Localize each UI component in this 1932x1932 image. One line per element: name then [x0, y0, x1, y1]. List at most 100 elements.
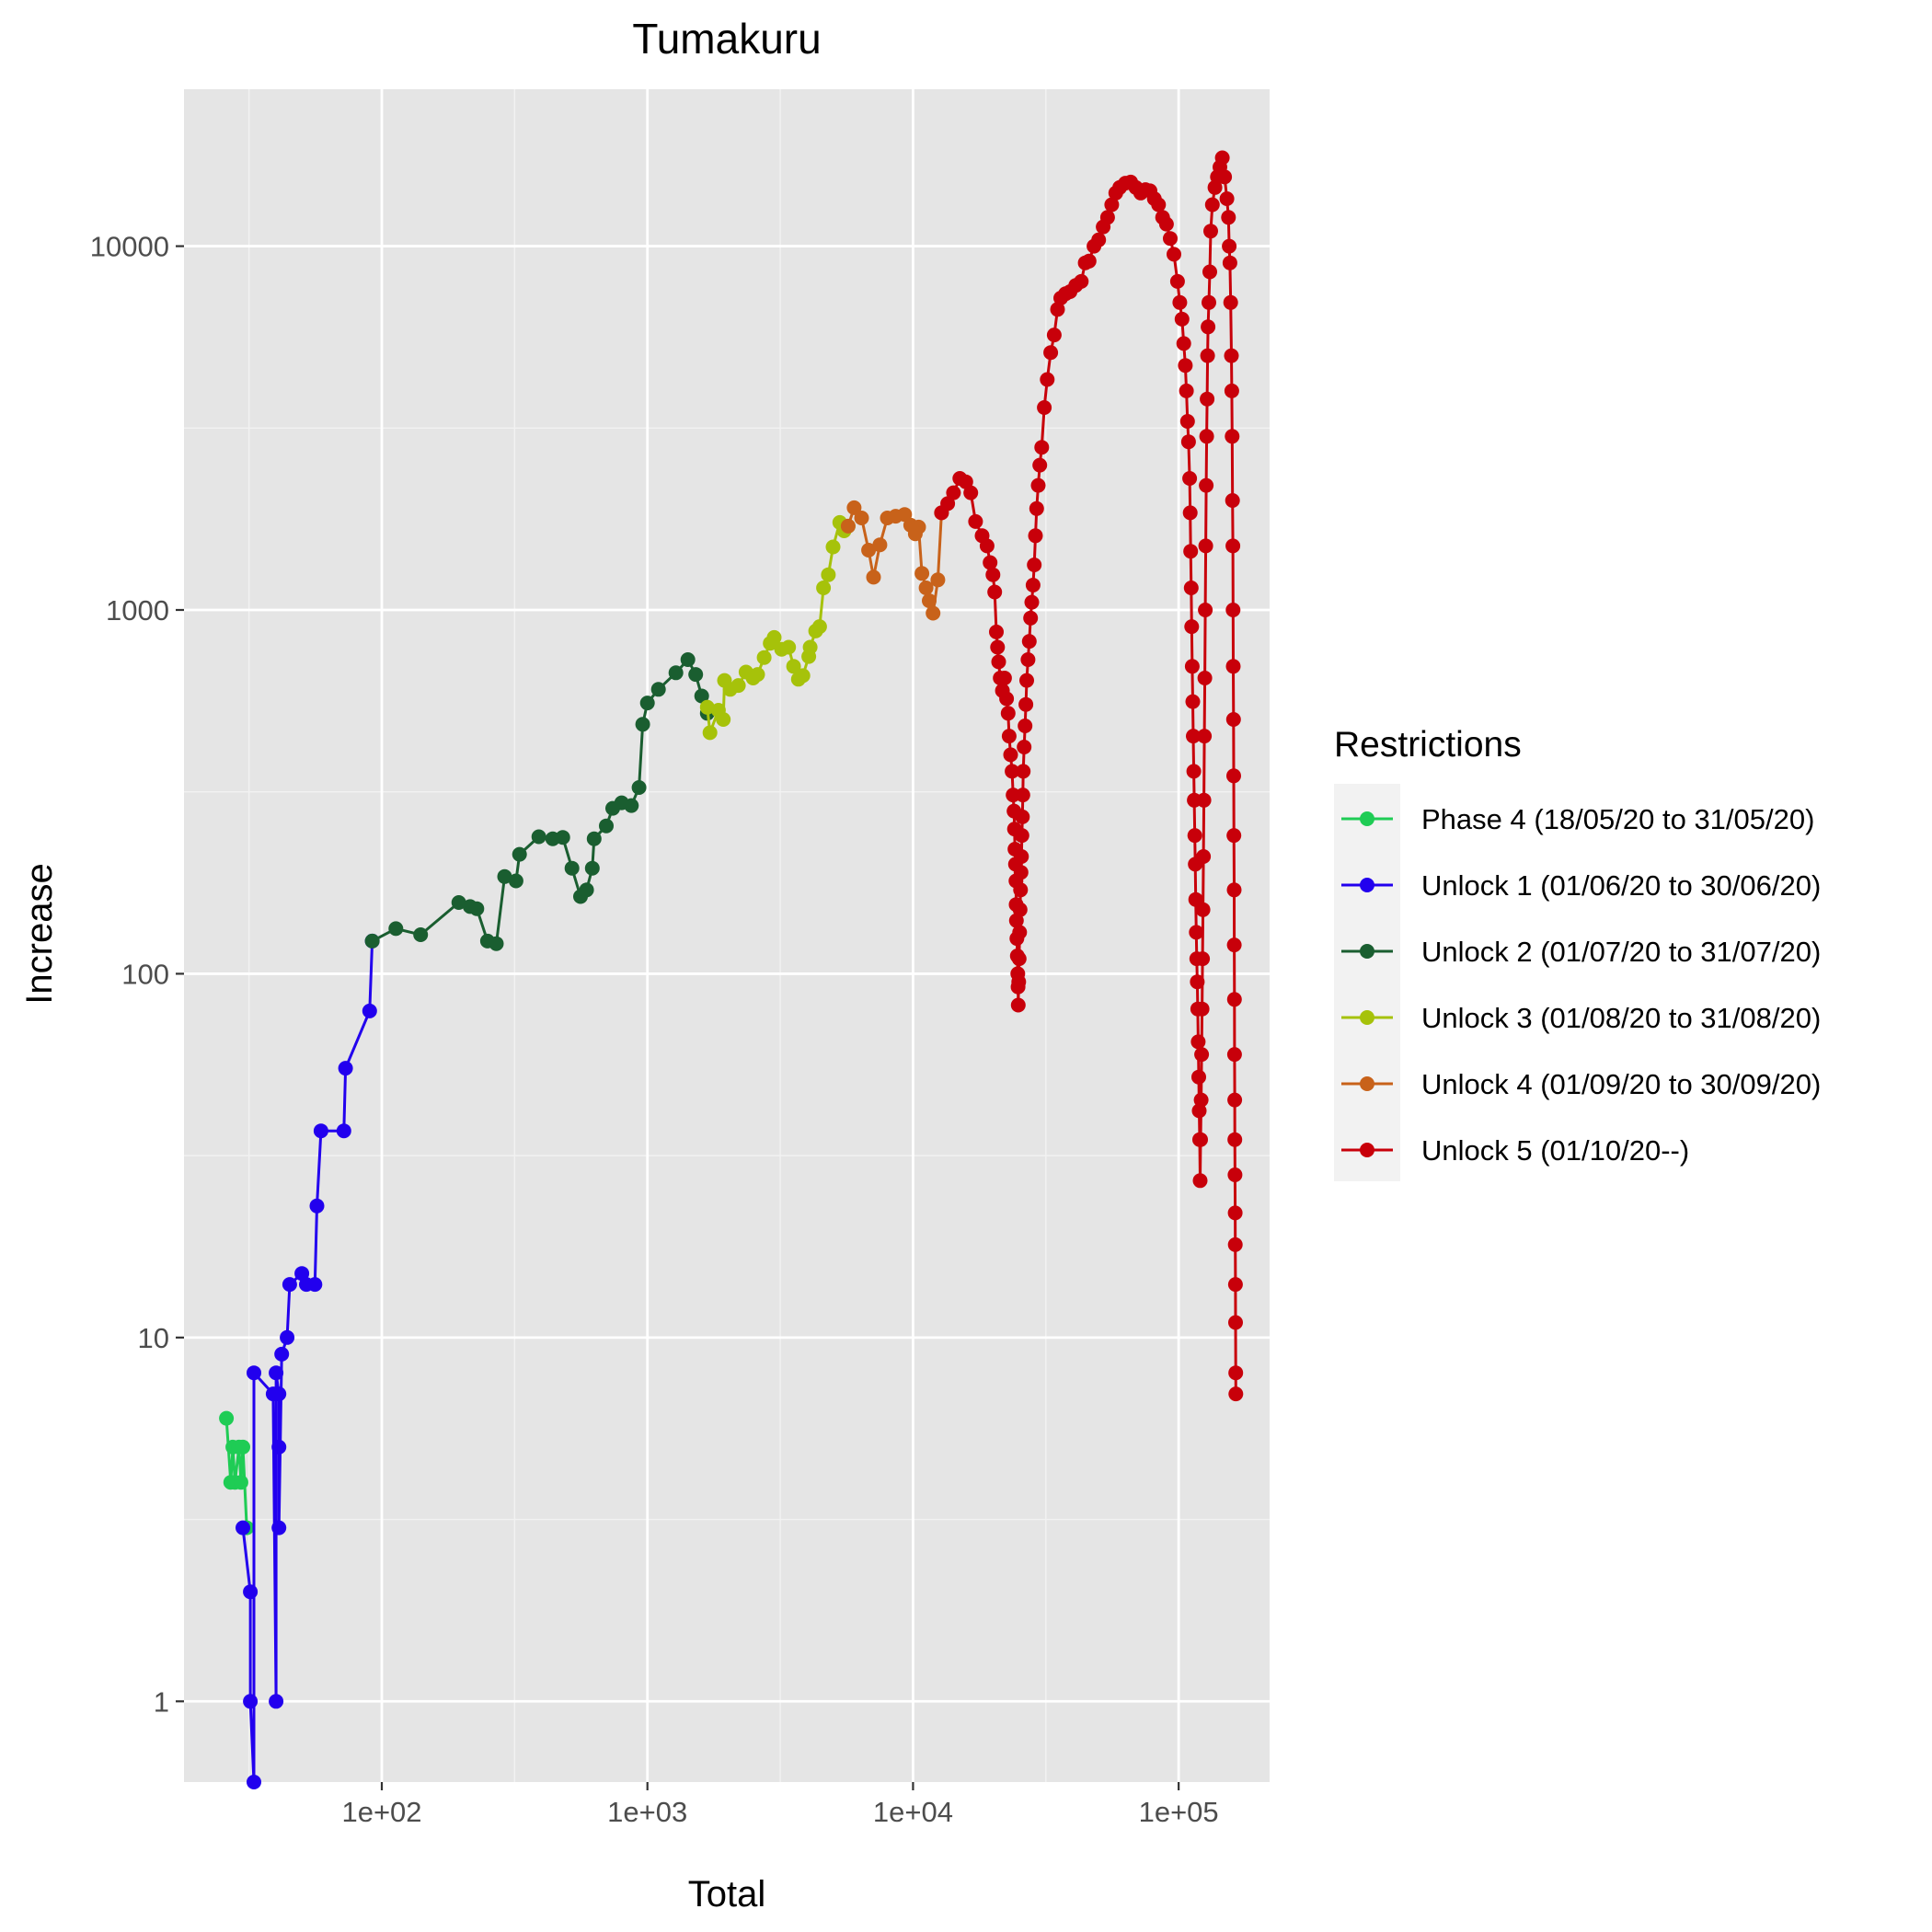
- data-point: [1182, 471, 1198, 486]
- data-point: [219, 1410, 235, 1426]
- data-point: [1024, 594, 1040, 610]
- data-point: [1040, 372, 1055, 387]
- data-point: [987, 584, 1003, 600]
- data-point: [243, 1694, 259, 1709]
- data-point: [364, 933, 380, 949]
- data-point: [1194, 1001, 1210, 1017]
- data-point: [1151, 197, 1167, 213]
- data-point: [1187, 828, 1202, 844]
- data-point: [861, 543, 877, 558]
- data-point: [983, 555, 998, 570]
- data-point: [1227, 1092, 1243, 1108]
- data-point: [1217, 169, 1233, 185]
- data-point: [1015, 809, 1030, 824]
- data-point: [1016, 764, 1031, 779]
- data-point: [1193, 1092, 1209, 1108]
- data-point: [307, 1277, 323, 1293]
- data-point: [1195, 902, 1211, 917]
- data-point: [802, 639, 818, 655]
- data-point: [1193, 1132, 1208, 1147]
- y-tick-label: 1000: [106, 594, 169, 627]
- data-point: [1201, 319, 1216, 335]
- data-point: [1186, 764, 1202, 779]
- data-point: [1225, 659, 1241, 674]
- data-point: [555, 830, 570, 845]
- data-point: [1214, 150, 1230, 166]
- data-point: [586, 831, 602, 846]
- data-point: [1179, 414, 1195, 429]
- data-point: [999, 691, 1015, 707]
- data-point: [1014, 849, 1029, 864]
- data-point: [1099, 210, 1115, 225]
- y-tick-label: 1: [154, 1685, 169, 1718]
- data-point: [1185, 694, 1201, 709]
- data-point: [991, 654, 1006, 670]
- data-point: [269, 1694, 284, 1709]
- data-point: [1184, 659, 1200, 674]
- data-point: [1228, 1386, 1244, 1402]
- data-point: [1192, 1173, 1208, 1189]
- data-point: [1178, 358, 1193, 374]
- data-point: [1011, 974, 1027, 990]
- x-tick-label: 1e+05: [1139, 1796, 1219, 1828]
- x-axis-ticks: 1e+02 1e+03 1e+04 1e+05: [341, 1782, 1219, 1828]
- data-point: [274, 1346, 290, 1362]
- data-point: [730, 678, 746, 694]
- data-point: [702, 725, 718, 741]
- data-point: [336, 1123, 351, 1139]
- x-tick-label: 1e+04: [873, 1796, 953, 1828]
- data-point: [1190, 1034, 1206, 1050]
- legend-label: Unlock 4 (01/09/20 to 30/09/20): [1421, 1068, 1821, 1100]
- data-point: [1169, 273, 1185, 289]
- data-point: [1172, 294, 1188, 310]
- data-point: [1003, 747, 1018, 763]
- data-point: [1091, 232, 1107, 247]
- data-point: [1019, 673, 1034, 688]
- legend-label: Phase 4 (18/05/20 to 31/05/20): [1421, 803, 1814, 835]
- data-point: [388, 921, 404, 937]
- data-point: [1176, 336, 1191, 351]
- data-point: [1015, 788, 1030, 803]
- data-point: [821, 567, 836, 582]
- data-point: [469, 901, 485, 916]
- legend-key-dot: [1360, 1076, 1374, 1091]
- legend-label: Unlock 2 (01/07/20 to 31/07/20): [1421, 936, 1821, 968]
- data-point: [236, 1520, 250, 1535]
- data-point: [1018, 696, 1034, 712]
- data-point: [1043, 345, 1059, 361]
- data-point: [639, 696, 655, 711]
- data-point: [624, 798, 639, 813]
- data-point: [269, 1365, 284, 1381]
- data-point: [811, 619, 827, 635]
- data-point: [1195, 951, 1211, 967]
- y-axis-ticks: 1 10 100 1000 10000: [90, 231, 184, 1718]
- data-point: [1182, 505, 1198, 521]
- data-point: [1074, 273, 1089, 289]
- legend-key-dot: [1360, 944, 1374, 959]
- data-point: [1189, 925, 1204, 940]
- data-point: [413, 927, 429, 942]
- x-tick-label: 1e+03: [607, 1796, 687, 1828]
- series-layer: [219, 150, 1244, 1789]
- data-point: [1183, 581, 1199, 595]
- y-tick-label: 10000: [90, 231, 169, 263]
- data-point: [508, 873, 523, 889]
- data-point: [963, 485, 979, 500]
- data-point: [1179, 383, 1194, 398]
- data-point: [1219, 191, 1235, 206]
- data-point: [1013, 882, 1029, 898]
- y-tick-label: 100: [121, 958, 169, 990]
- data-point: [1186, 729, 1201, 744]
- data-point: [872, 537, 888, 553]
- data-point: [497, 868, 512, 884]
- legend-key-background: [1334, 784, 1400, 1181]
- data-point: [1029, 500, 1044, 516]
- data-point: [584, 860, 600, 876]
- data-point: [1202, 264, 1217, 280]
- data-point: [1197, 729, 1213, 744]
- data-point: [579, 882, 594, 898]
- data-point: [985, 567, 1001, 582]
- data-point: [979, 538, 995, 554]
- data-point: [1011, 951, 1027, 967]
- data-point: [1196, 849, 1212, 864]
